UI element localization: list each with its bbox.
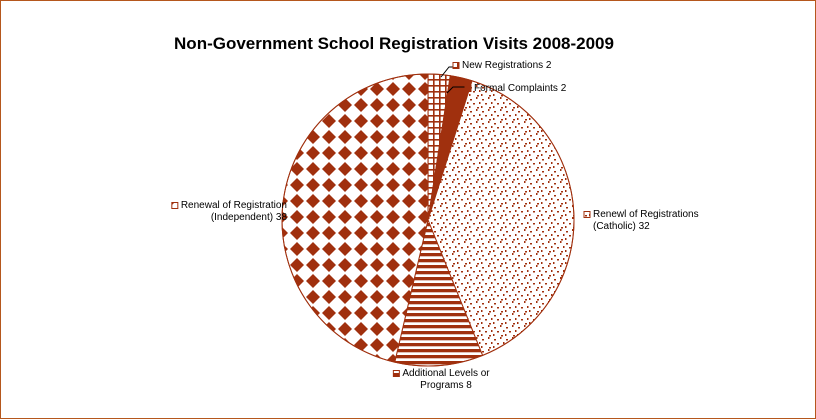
slice-label-text: Additional Levels or xyxy=(402,368,490,379)
slice-label-text: Formal Complaints 2 xyxy=(474,83,567,94)
slice-label-text: Renewal of Registration xyxy=(181,200,287,211)
slice-label-text: (Catholic) 32 xyxy=(593,221,650,232)
slice-label-text: Programs 8 xyxy=(420,380,472,391)
slice-label-text: New Registrations 2 xyxy=(462,60,552,71)
chart-title: Non-Government School Registration Visit… xyxy=(174,34,614,53)
slice-labels: New Registrations 2 Formal Complaints 2 Re… xyxy=(171,60,699,391)
legend-key-5 xyxy=(171,202,179,209)
pie-outline xyxy=(281,73,575,367)
leader-line-2 xyxy=(446,86,469,94)
legend-key-1 xyxy=(452,62,460,69)
slice-label-text: (Independent) 38 xyxy=(211,212,288,223)
slice-label-3: Renewl of Registrations(Catholic) 32 xyxy=(583,209,699,232)
slice-label-text: Renewl of Registrations xyxy=(593,209,699,220)
slice-label-5: Renewal of Registration(Independent) 38 xyxy=(171,200,288,223)
slice-label-1: New Registrations 2 xyxy=(452,60,552,71)
legend-key-4 xyxy=(392,370,400,377)
slice-label-2: Formal Complaints 2 xyxy=(464,83,567,94)
legend-key-2 xyxy=(464,85,472,92)
pie-slices xyxy=(281,73,575,367)
legend-key-3 xyxy=(583,211,591,218)
